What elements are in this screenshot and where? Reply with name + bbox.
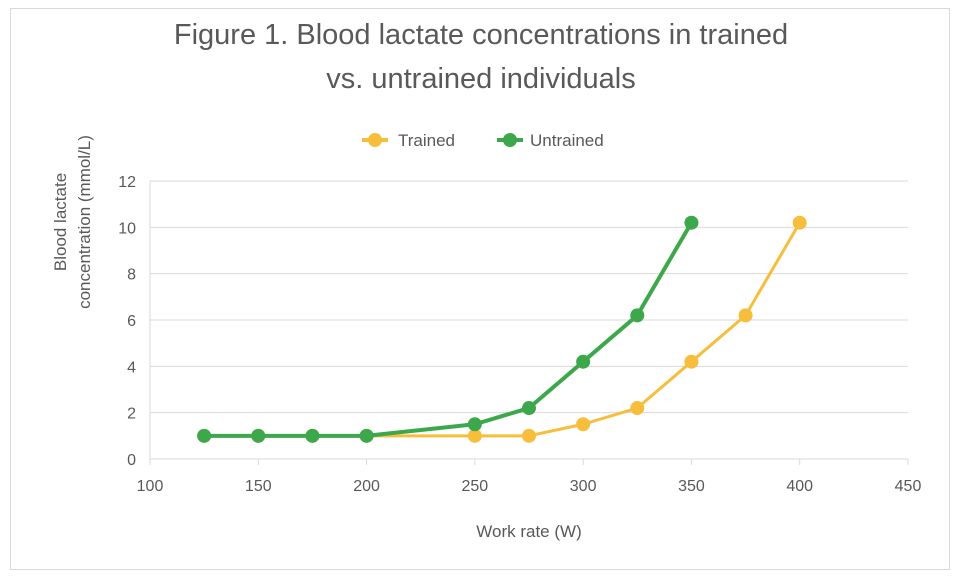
y-axis-label-line-2: concentration (mmol/L) [75, 135, 94, 309]
series-line-untrained [204, 221, 694, 438]
chart-frame [10, 8, 950, 570]
x-tick-label: 150 [245, 478, 272, 495]
x-tick-label: 400 [786, 478, 813, 495]
data-point-untrained [467, 417, 482, 432]
series-untrained [197, 215, 699, 443]
data-point-trained [738, 308, 753, 323]
x-tick-label: 250 [462, 478, 489, 495]
data-point-untrained [251, 428, 266, 443]
chart-title-line-1: Figure 1. Blood lactate concentrations i… [174, 19, 788, 51]
x-tick-label: 100 [137, 478, 164, 495]
x-axis-label: Work rate (W) [476, 522, 581, 541]
data-point-trained [576, 417, 591, 432]
legend-marker-untrained [503, 133, 517, 147]
data-point-untrained [630, 308, 645, 323]
chart-title-line-2: vs. untrained individuals [326, 63, 636, 95]
data-point-untrained [197, 428, 212, 443]
y-tick-label: 2 [127, 406, 136, 423]
x-tick-label: 350 [678, 478, 705, 495]
x-tick-label: 200 [353, 478, 380, 495]
data-point-untrained [684, 215, 699, 230]
legend-label-untrained: Untrained [530, 131, 604, 150]
data-point-trained [792, 215, 807, 230]
y-tick-label: 6 [127, 313, 136, 330]
data-point-untrained [359, 428, 374, 443]
data-point-untrained [522, 401, 536, 416]
y-tick-label: 12 [118, 174, 136, 191]
y-tick-label: 0 [127, 452, 136, 469]
legend-marker-trained [368, 133, 382, 147]
series-trained [197, 215, 807, 443]
legend-label-trained: Trained [398, 131, 455, 150]
data-point-untrained [305, 428, 320, 443]
data-point-untrained [576, 354, 591, 369]
x-tick-label: 450 [895, 478, 922, 495]
series-line-trained [204, 221, 802, 438]
data-point-trained [522, 428, 536, 443]
y-tick-label: 8 [127, 267, 136, 284]
data-point-trained [467, 428, 482, 443]
data-point-trained [630, 401, 645, 416]
y-axis-label-line-1: Blood lactate [51, 173, 70, 271]
legend-item-trained: Trained [362, 131, 455, 150]
x-tick-label: 300 [570, 478, 597, 495]
y-tick-label: 4 [127, 359, 136, 376]
data-point-trained [684, 354, 699, 369]
y-tick-label: 10 [118, 220, 136, 237]
legend-item-untrained: Untrained [497, 131, 604, 150]
